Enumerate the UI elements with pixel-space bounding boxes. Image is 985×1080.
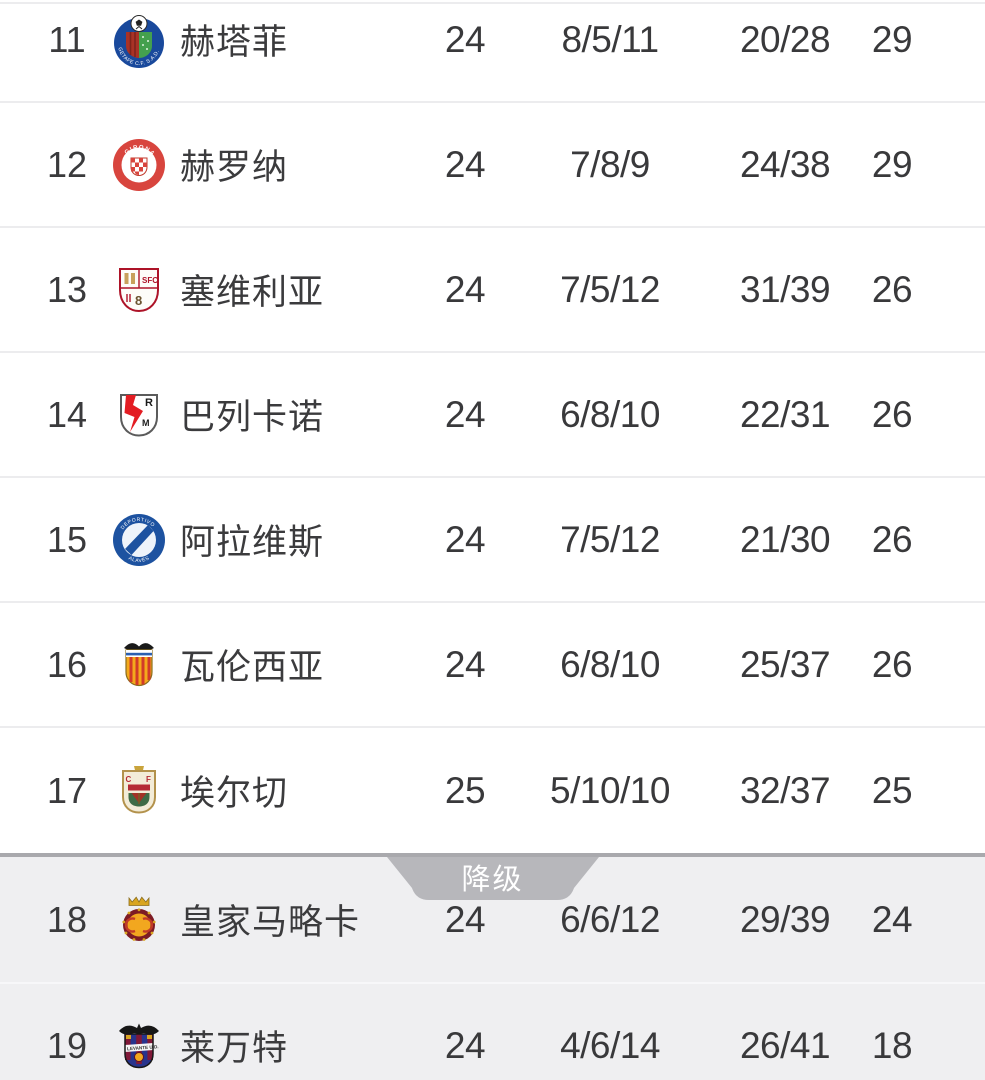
relegation-tab: 降级 — [386, 857, 599, 901]
played-count: 24 — [444, 898, 486, 940]
points-value: 29 — [871, 18, 913, 60]
played-count: 24 — [444, 143, 486, 185]
table-row-12[interactable]: 12 GIRONA 赫罗纳 24 7/8/9 24/38 29 — [0, 103, 985, 228]
table-row-11[interactable]: 11 GETAFE C.F. S.A.D. 赫塔菲 24 8/5/11 20/2… — [0, 0, 985, 103]
win-draw-loss: 7/5/12 — [560, 268, 660, 310]
goals-for-against: 22/31 — [739, 393, 831, 435]
svg-text:ALAVÉS: ALAVÉS — [127, 555, 151, 564]
played-count: 24 — [444, 643, 486, 685]
girona-crest-icon: GIRONA — [110, 103, 168, 226]
table-row-16[interactable]: 16 瓦伦西亚 24 6/8/10 25/37 26 — [0, 603, 985, 728]
table-row-13[interactable]: 13 SFC 8 塞维利亚 24 7/5/12 31/39 26 — [0, 228, 985, 353]
goals-for-against: 24/38 — [739, 143, 831, 185]
win-draw-loss: 8/5/11 — [561, 18, 659, 60]
team-name: 莱万特 — [180, 1029, 289, 1068]
svg-text:C: C — [126, 775, 132, 784]
rank-label: 18 — [46, 898, 88, 940]
sevilla-crest-icon: SFC 8 — [110, 228, 168, 351]
rank-label: 17 — [46, 769, 88, 811]
top-divider — [0, 2, 985, 4]
points-value: 18 — [871, 1024, 913, 1066]
win-draw-loss: 4/6/14 — [560, 1024, 660, 1066]
team-name: 赫塔菲 — [180, 23, 289, 62]
win-draw-loss: 7/5/12 — [560, 518, 660, 560]
team-name: 赫罗纳 — [180, 148, 289, 187]
played-count: 25 — [444, 769, 486, 811]
rank-label: 11 — [48, 18, 86, 60]
svg-text:R: R — [145, 397, 153, 409]
points-value: 26 — [871, 268, 913, 310]
rank-label: 19 — [46, 1024, 88, 1066]
played-count: 24 — [444, 1024, 486, 1066]
svg-text:LEVANTE U.D.: LEVANTE U.D. — [127, 1044, 159, 1051]
team-name: 皇家马略卡 — [180, 903, 361, 942]
svg-text:8: 8 — [135, 293, 142, 308]
goals-for-against: 20/28 — [739, 18, 831, 60]
points-value: 29 — [871, 143, 913, 185]
valencia-crest-icon — [110, 603, 168, 726]
goals-for-against: 29/39 — [739, 898, 831, 940]
points-value: 26 — [871, 393, 913, 435]
rank-label: 16 — [46, 643, 88, 685]
points-value: 26 — [871, 518, 913, 560]
team-name: 塞维利亚 — [180, 273, 325, 312]
alaves-crest-icon: DEPORTIVO ALAVÉS — [110, 478, 168, 601]
goals-for-against: 21/30 — [739, 518, 831, 560]
svg-text:M: M — [142, 418, 150, 428]
goals-for-against: 31/39 — [739, 268, 831, 310]
win-draw-loss: 6/8/10 — [560, 393, 660, 435]
team-name: 瓦伦西亚 — [180, 648, 325, 687]
points-value: 25 — [871, 769, 913, 811]
team-name: 埃尔切 — [180, 774, 289, 813]
goals-for-against: 26/41 — [739, 1024, 831, 1066]
relegation-tab-shape — [386, 857, 599, 900]
played-count: 24 — [444, 393, 486, 435]
svg-text:F: F — [146, 775, 151, 784]
rank-label: 14 — [46, 393, 88, 435]
points-value: 24 — [871, 898, 913, 940]
points-value: 26 — [871, 643, 913, 685]
goals-for-against: 25/37 — [739, 643, 831, 685]
team-name: 巴列卡诺 — [180, 398, 325, 437]
table-row-19[interactable]: 19 LEVANTE U.D. 莱万特 24 4/6/14 26/41 18 — [0, 982, 985, 1080]
win-draw-loss: 6/8/10 — [560, 643, 660, 685]
svg-text:SFC: SFC — [142, 276, 158, 285]
played-count: 24 — [444, 18, 486, 60]
win-draw-loss: 7/8/9 — [570, 143, 650, 185]
getafe-crest-icon: GETAFE C.F. S.A.D. — [110, 0, 168, 101]
win-draw-loss: 5/10/10 — [550, 769, 670, 811]
team-name: 阿拉维斯 — [180, 523, 325, 562]
goals-for-against: 32/37 — [739, 769, 831, 811]
rank-label: 15 — [46, 518, 88, 560]
relegation-divider: 降级 — [0, 853, 985, 900]
rank-label: 13 — [46, 268, 88, 310]
table-row-15[interactable]: 15 DEPORTIVO ALAVÉS 阿拉维斯 24 7/5/12 21/30 … — [0, 478, 985, 603]
win-draw-loss: 6/6/12 — [560, 898, 660, 940]
mallorca-crest-icon — [110, 857, 168, 982]
relegation-label: 降级 — [461, 864, 524, 896]
levante-crest-icon: LEVANTE U.D. — [110, 984, 168, 1080]
played-count: 24 — [444, 518, 486, 560]
played-count: 24 — [444, 268, 486, 310]
rank-label: 12 — [46, 143, 88, 185]
